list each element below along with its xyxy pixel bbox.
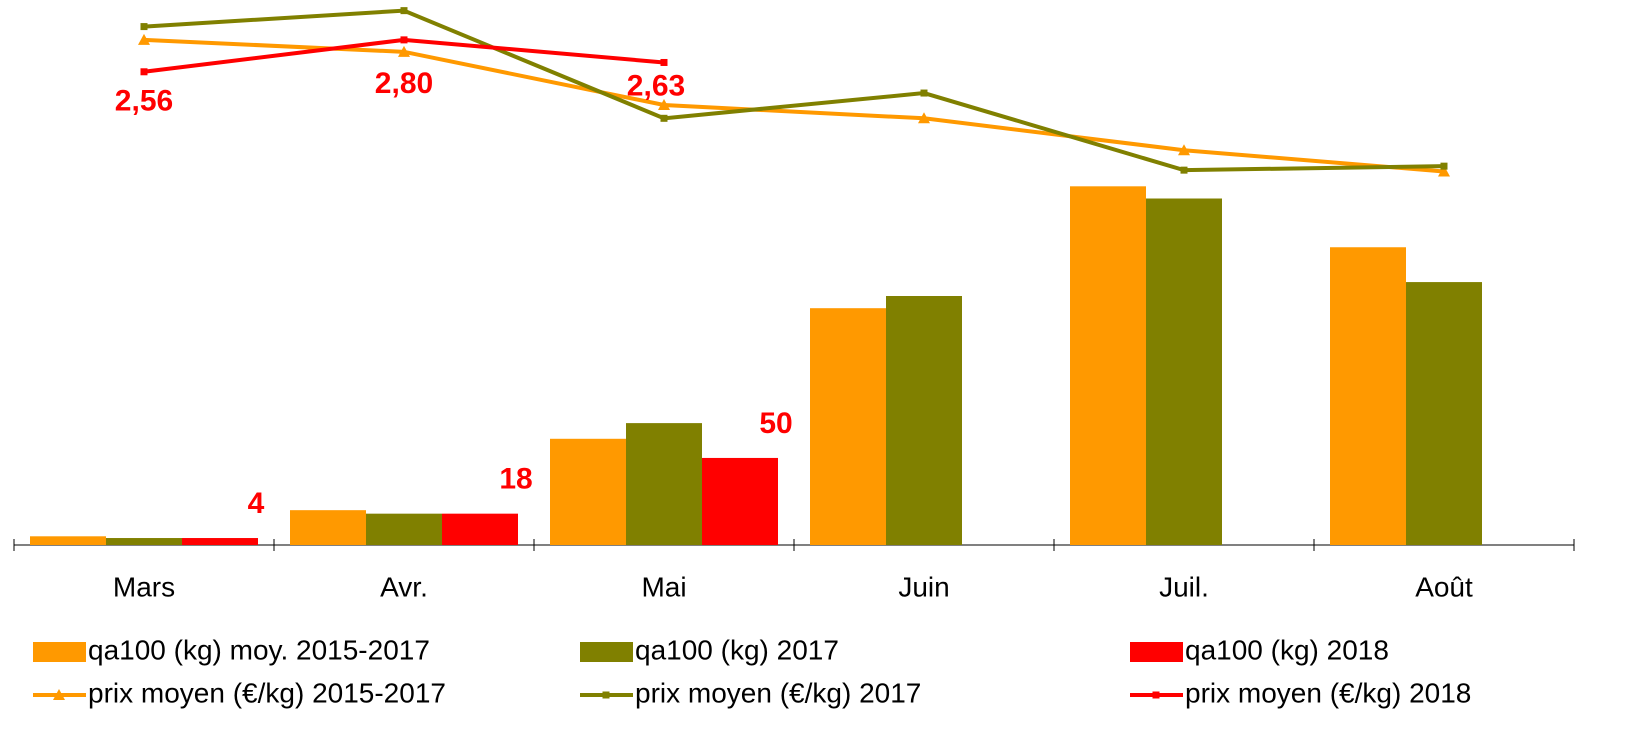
legend-swatch <box>33 642 86 662</box>
line-marker <box>400 7 408 15</box>
x-tick-label: Mai <box>641 571 686 602</box>
legend-label: prix moyen (€/kg) 2018 <box>1185 677 1471 708</box>
legend-label: prix moyen (€/kg) 2015-2017 <box>88 677 446 708</box>
x-tick-label: Août <box>1415 571 1473 602</box>
bar <box>30 536 106 545</box>
line <box>143 37 1445 174</box>
bar <box>550 438 626 545</box>
data-label: 2,56 <box>115 85 173 118</box>
data-label: 4 <box>248 487 265 520</box>
line-marker <box>1152 691 1160 699</box>
legend-swatch <box>580 642 633 662</box>
line-marker <box>920 89 928 97</box>
bar <box>886 296 962 545</box>
bar <box>626 423 702 545</box>
bar <box>1146 198 1222 545</box>
x-tick-label: Mars <box>113 571 175 602</box>
line-marker <box>400 36 408 44</box>
legend-label: qa100 (kg) 2018 <box>1185 634 1389 665</box>
bar <box>810 308 886 545</box>
bar <box>182 538 258 545</box>
x-tick-label: Juil. <box>1159 571 1209 602</box>
line-marker <box>660 58 668 66</box>
line-marker <box>660 114 668 122</box>
line-marker <box>1440 162 1448 170</box>
data-label: 2,63 <box>627 69 685 102</box>
line-marker <box>138 33 150 45</box>
line-marker <box>602 691 610 699</box>
legend-label: qa100 (kg) moy. 2015-2017 <box>88 634 430 665</box>
bar <box>366 513 442 545</box>
bar <box>290 510 366 545</box>
legend-label: prix moyen (€/kg) 2017 <box>635 677 921 708</box>
line-marker <box>1178 144 1190 156</box>
bar <box>106 538 182 545</box>
line-marker <box>53 689 65 700</box>
line-marker <box>140 23 148 31</box>
line-marker <box>918 112 930 124</box>
bar <box>702 457 778 545</box>
bar <box>1070 186 1146 545</box>
legend-label: qa100 (kg) 2017 <box>635 634 839 665</box>
bar <box>1406 282 1482 545</box>
data-label: 18 <box>499 463 532 496</box>
bar <box>1330 247 1406 546</box>
bar <box>442 513 518 545</box>
line-marker <box>1438 165 1450 177</box>
x-tick-label: Avr. <box>380 571 428 602</box>
line <box>143 8 1445 173</box>
line-marker <box>658 99 670 111</box>
x-tick-label: Juin <box>898 571 949 602</box>
line-marker <box>398 45 410 57</box>
line-marker <box>1180 166 1188 174</box>
line-marker <box>140 68 148 76</box>
data-label: 50 <box>759 407 792 440</box>
legend-swatch <box>1130 642 1183 662</box>
data-label: 2,80 <box>375 67 433 100</box>
